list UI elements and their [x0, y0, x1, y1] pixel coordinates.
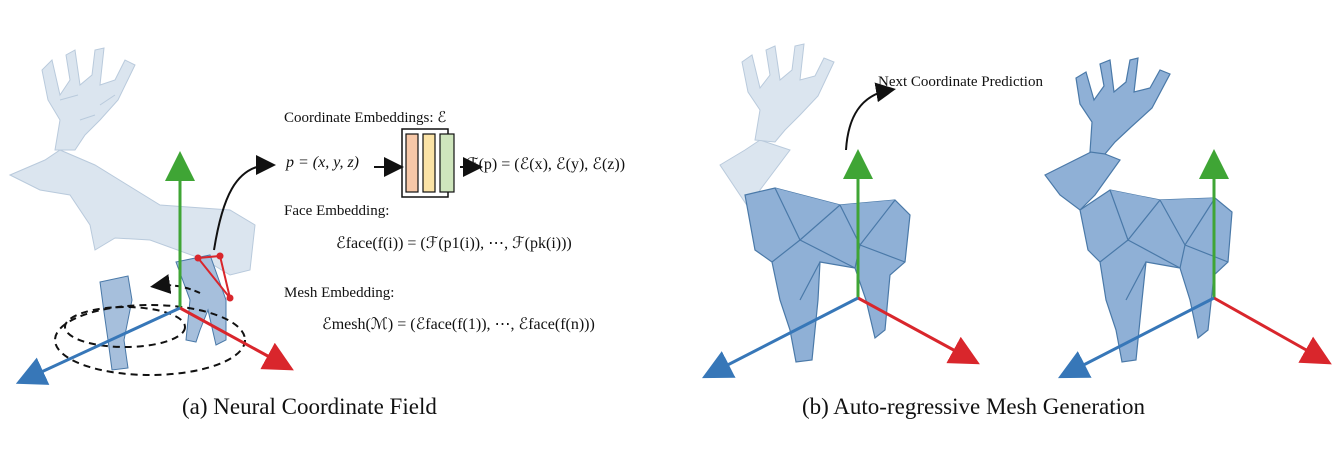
coordinate-embeddings-label: Coordinate Embeddings: ℰ [284, 110, 447, 126]
arrow-next-coordinate [845, 82, 896, 151]
face-vertex [216, 252, 224, 260]
ghost-deer-b [719, 43, 835, 211]
face-equation: ℰface(f(i)) = (ℱ(p1(i)), ⋯, ℱ(pk(i))) [336, 235, 572, 252]
face-embedding-label: Face Embedding: [284, 203, 390, 219]
highlighted-face [196, 254, 231, 299]
axis-z-b2 [1057, 296, 1215, 379]
face-vertex [194, 254, 202, 262]
point-equation: p = (x, y, z) [286, 154, 359, 171]
partial-mesh-deer [744, 187, 911, 363]
next-coordinate-label: Next Coordinate Prediction [878, 74, 1043, 90]
face-vertex [226, 294, 234, 302]
embedding-bar-x [405, 133, 419, 193]
caption-b: (b) Auto-regressive Mesh Generation [802, 394, 1145, 419]
panel-b [701, 43, 1332, 379]
panel-a [8, 47, 483, 385]
axis-x-a [179, 306, 294, 371]
full-mesh-deer [1044, 57, 1233, 363]
dashed-ellipse-inner [64, 306, 186, 348]
caption-a: (a) Neural Coordinate Field [182, 394, 437, 419]
arrow-face-to-point [213, 155, 276, 251]
embedding-bar-z [439, 133, 455, 193]
dashed-ellipse-outer [54, 304, 246, 376]
mesh-embedding-label: Mesh Embedding: [284, 285, 395, 301]
axis-z-a [15, 306, 181, 385]
leg-front-a [99, 254, 227, 371]
embedding-bar-y [422, 133, 436, 193]
axis-z-b1 [701, 296, 859, 379]
ghost-deer-a [8, 47, 256, 276]
dashed-arrow [150, 274, 201, 294]
axis-x-b2 [1213, 296, 1332, 365]
coordinate-field-equation: ℱ(p) = (ℰ(x), ℰ(y), ℰ(z)) [466, 156, 626, 173]
mesh-equation: ℰmesh(ℳ) = (ℰface(f(1)), ⋯, ℰface(f(n))) [322, 316, 595, 333]
embedding-blocks [401, 128, 455, 198]
axis-x-b1 [857, 296, 980, 365]
